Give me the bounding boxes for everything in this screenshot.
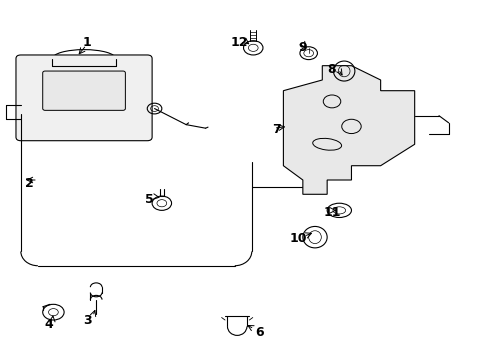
Text: 11: 11 xyxy=(323,206,340,219)
FancyBboxPatch shape xyxy=(42,71,125,111)
PathPatch shape xyxy=(283,66,414,194)
Text: 12: 12 xyxy=(230,36,248,49)
Text: 4: 4 xyxy=(44,318,53,331)
Text: 7: 7 xyxy=(271,123,280,136)
Text: 1: 1 xyxy=(82,36,91,49)
Text: 8: 8 xyxy=(327,63,336,76)
Text: 10: 10 xyxy=(288,233,306,246)
Text: 2: 2 xyxy=(25,177,34,190)
Text: 5: 5 xyxy=(145,193,154,206)
Text: 6: 6 xyxy=(254,327,263,339)
Text: 9: 9 xyxy=(298,41,306,54)
FancyBboxPatch shape xyxy=(16,55,152,141)
Text: 3: 3 xyxy=(83,314,92,327)
